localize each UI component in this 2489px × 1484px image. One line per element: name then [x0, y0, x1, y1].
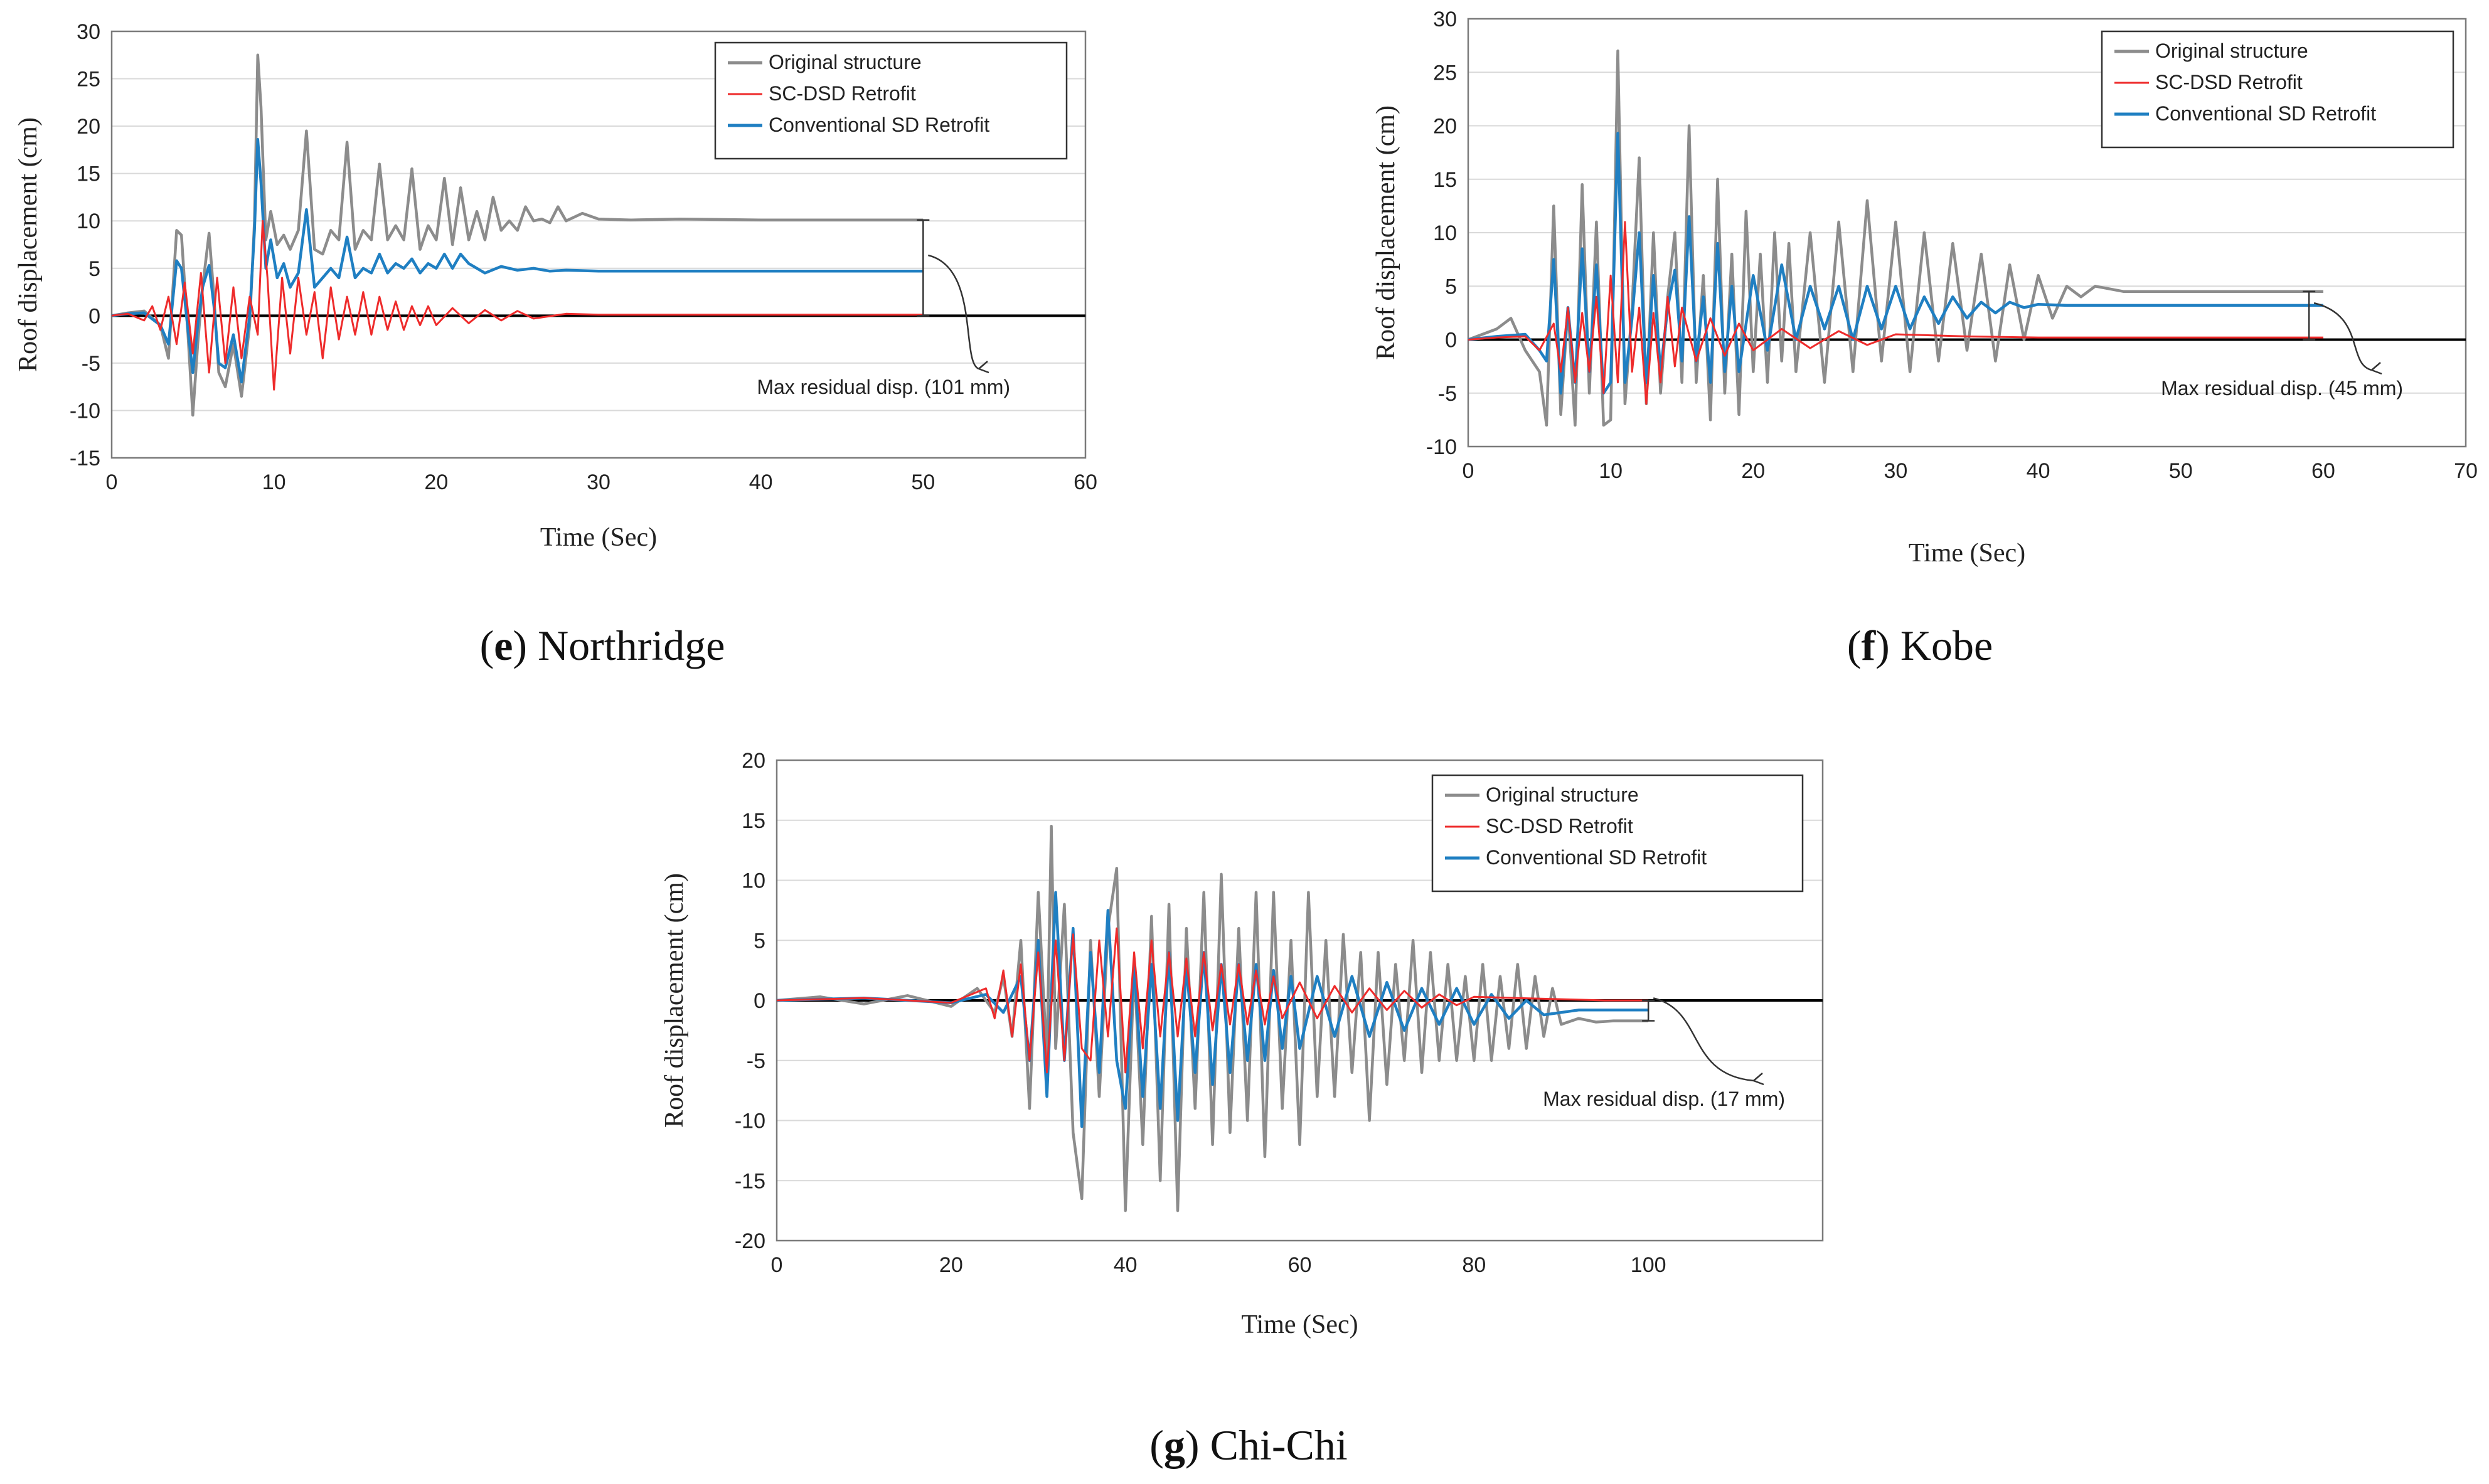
annotation-arrow [928, 254, 979, 370]
y-tick-label: 25 [77, 68, 100, 92]
series-line-original-structure [1468, 49, 2323, 427]
y-tick-label: 15 [77, 162, 100, 186]
x-axis-title: Time (Sec) [1241, 1310, 1358, 1339]
y-tick-label: -15 [735, 1169, 765, 1193]
y-tick-label: -5 [82, 352, 100, 376]
y-tick-label: -5 [747, 1049, 765, 1073]
annotation-text: Max residual disp. (45 mm) [2161, 377, 2403, 400]
x-tick-label: 60 [2311, 459, 2335, 483]
annotation-arrowhead [2371, 362, 2382, 375]
annotation-text: Max residual disp. (17 mm) [1543, 1088, 1785, 1110]
y-tick-label: 10 [742, 869, 765, 893]
y-tick-label: -10 [735, 1110, 765, 1133]
x-tick-label: 0 [771, 1253, 783, 1277]
y-tick-label: 20 [1433, 115, 1457, 139]
chart-chi-chi: -20 -15 -10 -5 0 5 10 15 20 0 20 40 60 80 100 Time (Sec… [660, 749, 1824, 1339]
y-tick-label: 0 [1445, 329, 1457, 352]
y-tick-label: -15 [70, 447, 100, 470]
legend-box [714, 41, 1068, 160]
legend-box [1431, 774, 1804, 893]
x-tick-label: 50 [911, 470, 935, 494]
y-tick-label: 10 [77, 209, 100, 233]
x-tick-label: 0 [106, 470, 118, 494]
series-line-original-structure [111, 53, 924, 417]
legend-label: Original structure [2155, 40, 2308, 62]
legend-label: Conventional SD Retrofit [769, 114, 989, 136]
x-tick-label: 30 [1884, 459, 1908, 483]
y-axis-title: Roof displacement (cm) [660, 873, 689, 1128]
x-tick-label: 10 [262, 470, 286, 494]
x-tick-label: 20 [424, 470, 448, 494]
legend-label: SC-DSD Retrofit [769, 82, 916, 105]
y-tick-label: 30 [77, 20, 100, 44]
x-tick-label: 40 [749, 470, 773, 494]
caption-northridge: (e) Northridge [479, 622, 725, 669]
y-tick-label: 0 [754, 989, 765, 1013]
y-tick-label: 25 [1433, 61, 1457, 85]
legend-label: Original structure [1486, 783, 1639, 806]
x-tick-label: 40 [1114, 1253, 1138, 1277]
x-tick-label: 60 [1288, 1253, 1312, 1277]
series-line-sc-dsd-retrofit [1468, 221, 2323, 405]
x-tick-label: 50 [2169, 459, 2193, 483]
legend-label: Conventional SD Retrofit [1486, 846, 1707, 869]
legend-box [2101, 30, 2454, 149]
series-line-conventional-sd-retrofit [776, 891, 1649, 1128]
y-axis-title: Roof displacement (cm) [1372, 105, 1400, 360]
series-line-sc-dsd-retrofit [776, 927, 1649, 1074]
x-tick-label: 10 [1599, 459, 1623, 483]
plot-frame [110, 30, 1087, 459]
x-axis-title: Time (Sec) [1909, 539, 2025, 568]
y-tick-label: 10 [1433, 221, 1457, 245]
x-tick-label: 80 [1462, 1253, 1486, 1277]
legend-label: SC-DSD Retrofit [2155, 71, 2303, 93]
annotation-text: Max residual disp. (101 mm) [757, 376, 1010, 398]
x-tick-label: 30 [587, 470, 610, 494]
y-tick-label: 20 [77, 115, 100, 139]
series-line-sc-dsd-retrofit [111, 220, 924, 391]
y-tick-label: 0 [88, 304, 100, 328]
y-tick-label: 15 [742, 809, 765, 833]
x-tick-label: 0 [1463, 459, 1474, 483]
x-tick-label: 40 [2027, 459, 2050, 483]
x-tick-label: 100 [1631, 1253, 1666, 1277]
y-tick-label: -5 [1438, 382, 1457, 406]
annotation-arrowhead [978, 361, 989, 374]
caption-kobe: (f) Kobe [1847, 622, 1993, 669]
plot-frame [1467, 18, 2467, 448]
x-tick-label: 20 [939, 1253, 963, 1277]
chart-kobe: -10 -5 0 5 10 15 20 25 30 0 10 20 30 40 50 60 70 Time (Se… [1372, 8, 2478, 568]
caption-chi-chi: (g) Chi-Chi [1149, 1421, 1348, 1469]
annotation-arrow [1653, 997, 1754, 1082]
legend-label: Original structure [769, 51, 922, 73]
chart-northridge: -15 -10 -5 0 5 10 15 20 25 30 0 10 20 30 40 50 60 Time (S… [14, 20, 1097, 552]
y-tick-label: 5 [754, 929, 765, 953]
x-tick-label: 60 [1074, 470, 1097, 494]
y-tick-label: 20 [742, 749, 765, 773]
annotation-arrowhead [1753, 1073, 1764, 1086]
series-line-conventional-sd-retrofit [1468, 132, 2323, 395]
y-tick-label: 30 [1433, 8, 1457, 31]
y-tick-label: -10 [1426, 435, 1457, 459]
y-tick-label: -10 [70, 399, 100, 423]
x-axis-title: Time (Sec) [540, 523, 657, 552]
legend-label: SC-DSD Retrofit [1486, 815, 1633, 837]
y-tick-label: 5 [1445, 275, 1457, 299]
y-tick-label: 5 [88, 257, 100, 281]
y-axis-title: Roof displacement (cm) [14, 117, 43, 372]
x-tick-label: 20 [1741, 459, 1765, 483]
y-tick-label: -20 [735, 1229, 765, 1253]
annotation-arrow [2313, 302, 2372, 371]
legend-label: Conventional SD Retrofit [2155, 102, 2376, 125]
x-tick-label: 70 [2454, 459, 2478, 483]
y-tick-label: 15 [1433, 168, 1457, 192]
